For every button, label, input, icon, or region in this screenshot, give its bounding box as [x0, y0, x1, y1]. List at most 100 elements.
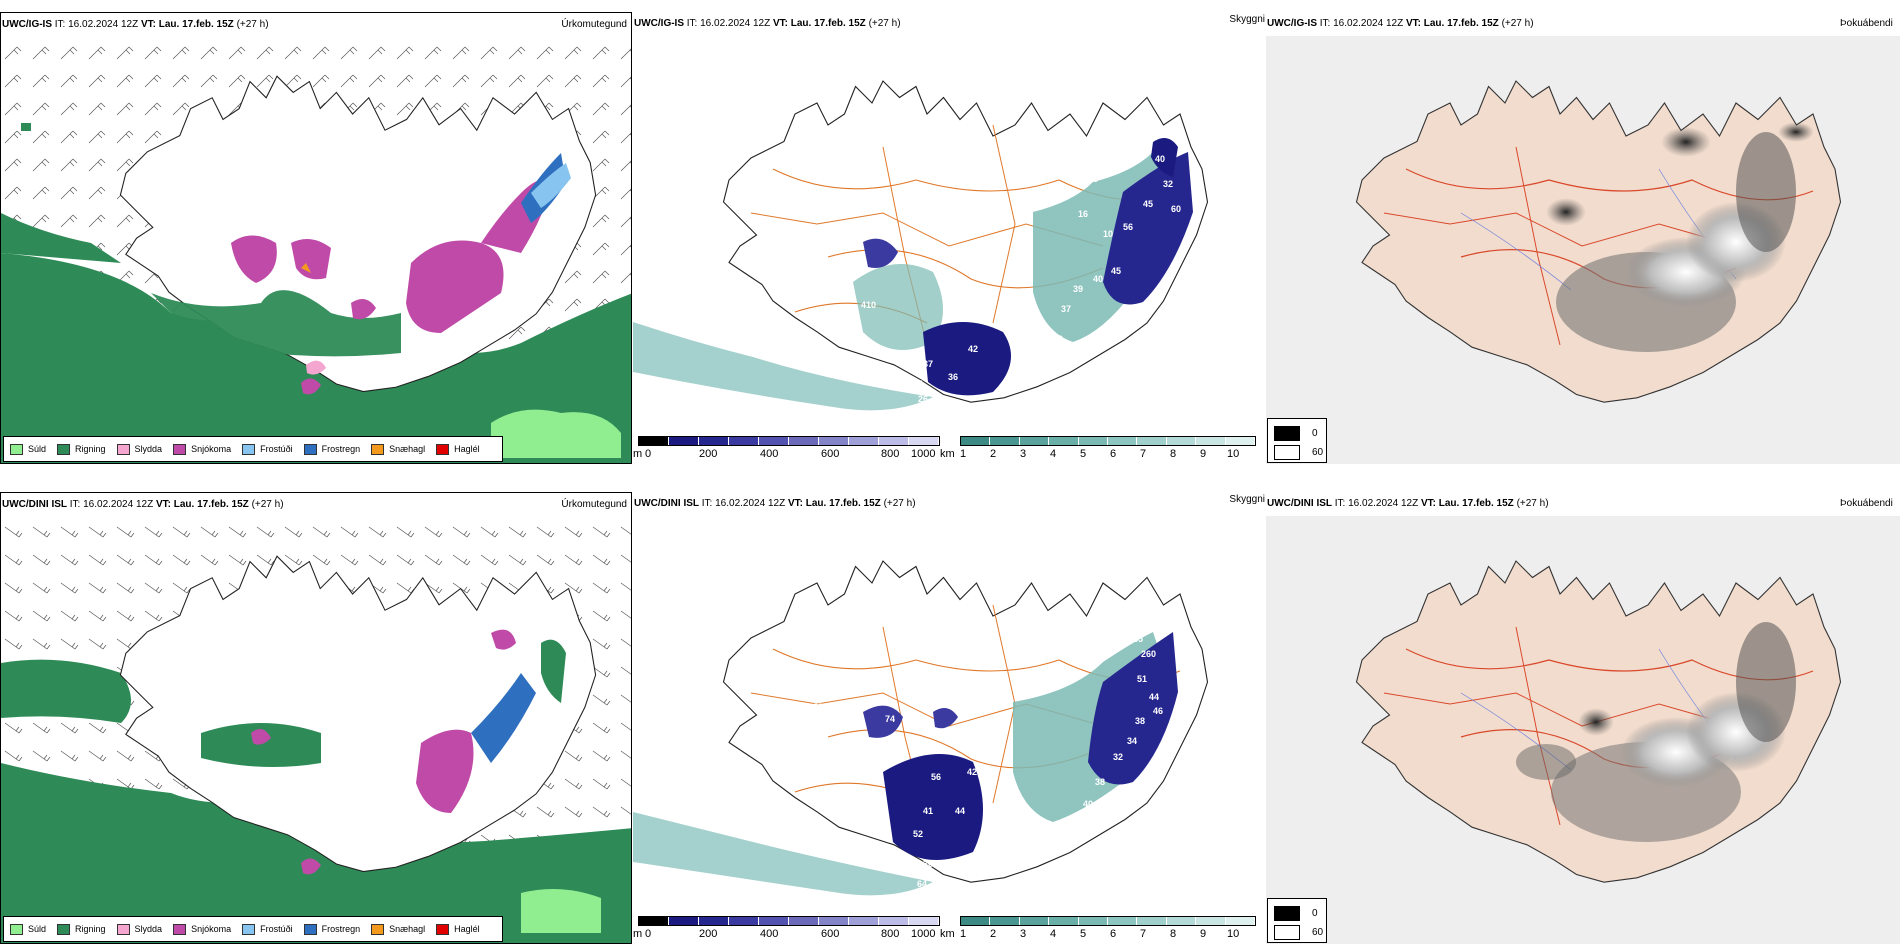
vis-label: 56 — [1123, 222, 1133, 232]
map-variable-label: Þokuábendi — [1840, 498, 1893, 509]
vis-label: 16 — [1078, 209, 1088, 219]
vis-label: 55 — [1133, 634, 1143, 644]
precip-type-panel-row1: UWC/IG-IS IT: 16.02.2024 12Z VT: Lau. 17… — [0, 12, 632, 464]
vis-label: 380 — [1131, 624, 1146, 634]
vis-label: 40 — [1053, 334, 1063, 344]
vis-label: 60 — [1171, 204, 1181, 214]
vis-label: 41 — [923, 806, 933, 816]
legend-item: Súld — [10, 923, 46, 935]
vis-label: 132 — [881, 746, 896, 756]
vis-label: 32 — [1163, 179, 1173, 189]
vis-label: 38 — [1095, 777, 1105, 787]
legend-item: 0 — [1274, 906, 1318, 921]
map-title: UWC/DINI ISL IT: 16.02.2024 12Z VT: Lau.… — [634, 498, 916, 509]
vis-label: 58 — [1123, 580, 1133, 590]
vis-label: 42 — [967, 767, 977, 777]
legend-item: Rigning — [57, 923, 106, 935]
legend-item: Rigning — [57, 443, 106, 455]
legend-item: 0 — [1274, 426, 1318, 441]
map-variable-label: Skyggni — [1229, 14, 1265, 25]
vis-label: 42 — [768, 279, 778, 289]
vis-label: 39 — [1073, 284, 1083, 294]
precip-type-map — [1, 513, 631, 943]
vis-label: 43 — [1189, 646, 1199, 656]
vis-label: 61 — [1191, 662, 1201, 672]
legend-item: Snæhagl — [371, 923, 425, 935]
fog-index-legend: 0 60 — [1267, 418, 1327, 463]
vis-label: 34 — [1127, 736, 1137, 746]
vis-label: 10 — [1103, 229, 1113, 239]
vis-label: 34 — [913, 379, 923, 389]
map-title: UWC/IG-IS IT: 16.02.2024 12Z VT: Lau. 17… — [2, 19, 269, 30]
vis-label: 85 — [1133, 144, 1143, 154]
vis-label: 30 — [923, 859, 933, 869]
elevation-colorbar — [638, 916, 940, 926]
vis-label: 46 — [1153, 706, 1163, 716]
vis-label: 44 — [1149, 692, 1159, 702]
visibility-ticks: km 1 2 3 4 5 6 7 8 9 10 — [940, 448, 1240, 460]
vis-label: 57 — [703, 232, 713, 242]
legend-item: Frostregn — [303, 443, 360, 455]
legend-item: Frostregn — [303, 923, 360, 935]
vis-label: 74 — [885, 714, 895, 724]
fog-index-map — [1266, 36, 1900, 464]
vis-label: 72 — [848, 266, 858, 276]
map-title: UWC/DINI ISL IT: 16.02.2024 12Z VT: Lau.… — [2, 499, 284, 510]
vis-label: 40 — [1083, 164, 1093, 174]
vis-label: 89 — [813, 702, 823, 712]
vis-label: 38 — [843, 684, 853, 694]
fog-index-legend: 0 60 — [1267, 898, 1327, 943]
legend-item: Slydda — [116, 923, 162, 935]
vis-label: 36 — [908, 349, 918, 359]
vis-label: 40 — [1155, 154, 1165, 164]
vis-label: 32 — [1113, 752, 1123, 762]
vis-label: 45 — [1111, 266, 1121, 276]
legend-item: 60 — [1274, 445, 1323, 460]
precip-type-panel-row2: UWC/DINI ISL IT: 16.02.2024 12Z VT: Lau.… — [0, 492, 632, 944]
legend-item: Frostúði — [242, 923, 293, 935]
vis-label: 45 — [1143, 199, 1153, 209]
vis-label: 44 — [955, 806, 965, 816]
vis-label: 79 — [1041, 649, 1051, 659]
vis-label: 410 — [861, 300, 876, 310]
legend-item: Frostúði — [242, 443, 293, 455]
vis-label: 36 — [948, 372, 958, 382]
map-variable-label: Skyggni — [1229, 494, 1265, 505]
vis-label: 38 — [1135, 716, 1145, 726]
legend-item: 60 — [1274, 925, 1323, 940]
vis-label: 40 — [1093, 274, 1103, 284]
vis-label: 42 — [968, 344, 978, 354]
visibility-ticks: km 1 2 3 4 5 6 7 8 9 10 — [940, 928, 1240, 940]
precip-type-legend: Súld Rigning Slydda Snjókoma Frostúði Fr… — [3, 916, 503, 942]
vis-label: 40 — [1083, 799, 1093, 809]
visibility-map: 70 89 38 82 74 132 56 42 41 44 52 30 64 40 38 32 34 38 44 4… — [633, 560, 1209, 896]
vis-label: 12 — [783, 334, 793, 344]
visibility-panel-row1: UWC/IG-IS IT: 16.02.2024 12Z VT: Lau. 17… — [633, 12, 1266, 464]
elevation-ticks: m 0 200 400 600 800 1000 — [633, 928, 936, 940]
legend-item: Snæhagl — [371, 443, 425, 455]
vis-label: 56 — [931, 772, 941, 782]
elevation-ticks: m 0 200 400 600 800 1000 — [633, 448, 936, 460]
precip-type-map — [1, 33, 631, 463]
legend-item: Haglél — [436, 443, 480, 455]
vis-label: 70 — [711, 722, 721, 732]
visibility-panel-row2: UWC/DINI ISL IT: 16.02.2024 12Z VT: Lau.… — [633, 492, 1266, 944]
map-title: UWC/IG-IS IT: 16.02.2024 12Z VT: Lau. 17… — [1267, 18, 1534, 29]
vis-label: 76 — [1088, 174, 1098, 184]
vis-label: 64 — [917, 879, 927, 889]
visibility-colorbar — [960, 916, 1256, 926]
vis-label: 54 — [821, 244, 831, 254]
vis-label: 51 — [1137, 674, 1147, 684]
map-title: UWC/DINI ISL IT: 16.02.2024 12Z VT: Lau.… — [1267, 498, 1549, 509]
legend-item: Súld — [10, 443, 46, 455]
visibility-colorbar — [960, 436, 1256, 446]
map-variable-label: Úrkomutegund — [561, 499, 627, 510]
legend-item: Snjókoma — [173, 923, 231, 935]
vis-label: 52 — [913, 829, 923, 839]
fog-index-map — [1266, 516, 1900, 944]
map-variable-label: Úrkomutegund — [561, 19, 627, 30]
vis-label: 81 — [1025, 634, 1035, 644]
vis-label: 82 — [903, 684, 913, 694]
vis-label: 37 — [923, 359, 933, 369]
vis-label: 89 — [1037, 684, 1047, 694]
